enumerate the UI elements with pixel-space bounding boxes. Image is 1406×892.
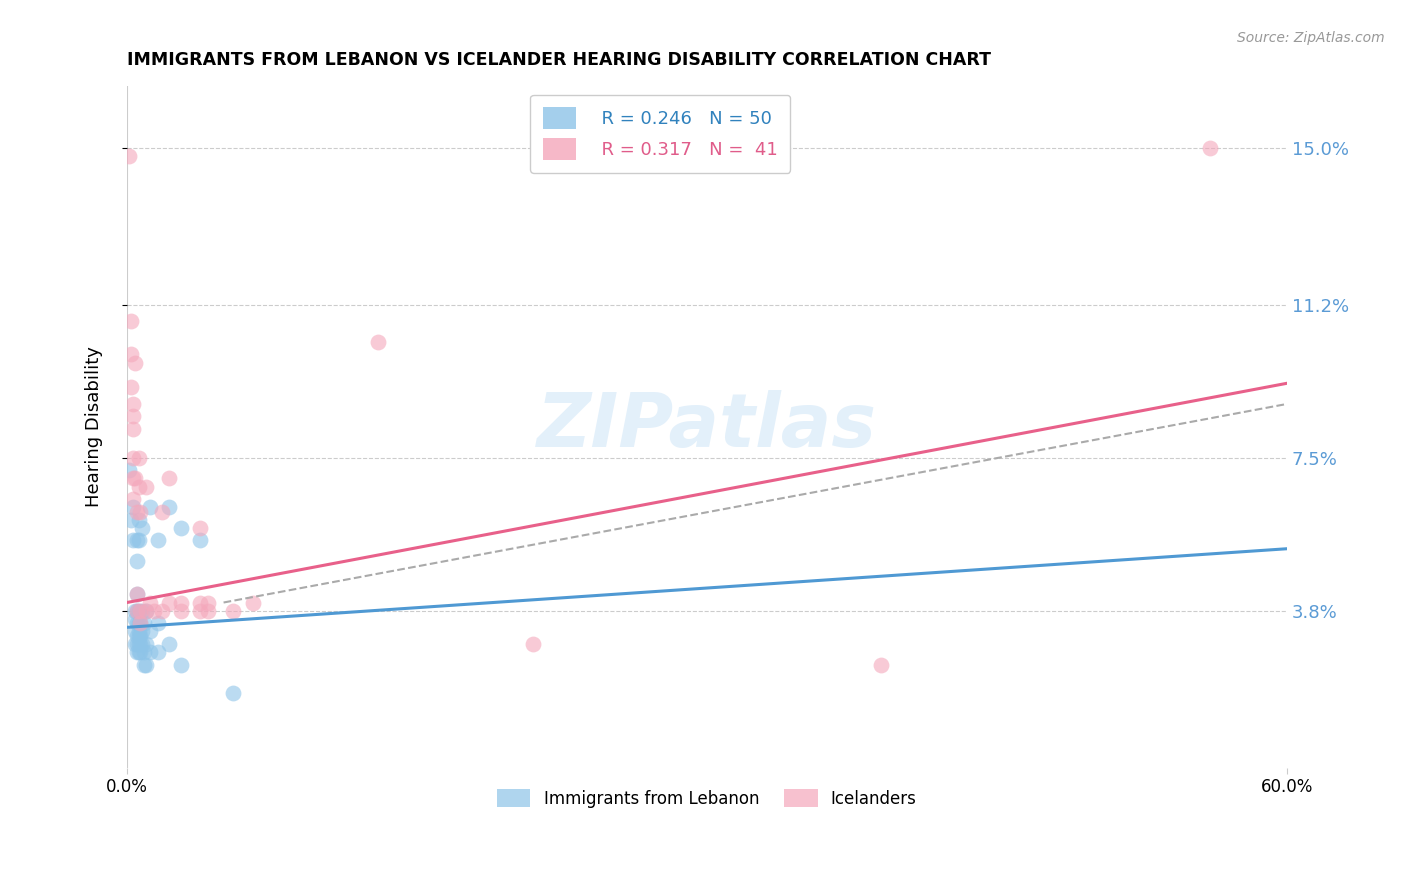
Point	[121, 492, 143, 507]
Point	[125, 504, 148, 518]
Point	[131, 604, 153, 618]
Point	[128, 480, 150, 494]
Point	[170, 521, 193, 535]
Point	[129, 629, 152, 643]
Point	[522, 637, 544, 651]
Point	[124, 624, 146, 639]
Point	[125, 554, 148, 568]
Point	[129, 616, 152, 631]
Point	[134, 657, 156, 672]
Point	[120, 380, 142, 394]
Point	[124, 471, 146, 485]
Text: Source: ZipAtlas.com: Source: ZipAtlas.com	[1237, 31, 1385, 45]
Point	[124, 637, 146, 651]
Point	[159, 595, 181, 609]
Point	[146, 645, 169, 659]
Point	[125, 616, 148, 631]
Point	[242, 595, 264, 609]
Point	[135, 604, 157, 618]
Point	[120, 347, 142, 361]
Point	[870, 657, 893, 672]
Point	[222, 604, 245, 618]
Point	[170, 604, 193, 618]
Point	[1198, 140, 1220, 154]
Point	[121, 450, 143, 465]
Point	[124, 356, 146, 370]
Point	[190, 595, 212, 609]
Point	[146, 533, 169, 548]
Point	[197, 604, 219, 618]
Point	[121, 422, 143, 436]
Point	[197, 595, 219, 609]
Point	[139, 645, 162, 659]
Point	[139, 624, 162, 639]
Point	[128, 533, 150, 548]
Point	[170, 595, 193, 609]
Point	[129, 637, 152, 651]
Y-axis label: Hearing Disability: Hearing Disability	[86, 346, 103, 508]
Point	[125, 604, 148, 618]
Point	[121, 471, 143, 485]
Text: ZIPatlas: ZIPatlas	[537, 390, 877, 463]
Point	[134, 645, 156, 659]
Point	[128, 629, 150, 643]
Point	[139, 500, 162, 515]
Point	[128, 450, 150, 465]
Point	[159, 471, 181, 485]
Point	[190, 533, 212, 548]
Text: IMMIGRANTS FROM LEBANON VS ICELANDER HEARING DISABILITY CORRELATION CHART: IMMIGRANTS FROM LEBANON VS ICELANDER HEA…	[127, 51, 991, 69]
Point	[121, 500, 143, 515]
Point	[131, 521, 153, 535]
Point	[124, 604, 146, 618]
Point	[125, 604, 148, 618]
Point	[150, 604, 173, 618]
Point	[128, 624, 150, 639]
Point	[135, 604, 157, 618]
Point	[131, 637, 153, 651]
Point	[143, 604, 166, 618]
Point	[190, 604, 212, 618]
Legend: Immigrants from Lebanon, Icelanders: Immigrants from Lebanon, Icelanders	[491, 782, 924, 814]
Point	[134, 616, 156, 631]
Point	[125, 629, 148, 643]
Point	[159, 637, 181, 651]
Point	[222, 686, 245, 700]
Point	[121, 533, 143, 548]
Point	[129, 616, 152, 631]
Point	[135, 657, 157, 672]
Point	[125, 637, 148, 651]
Point	[128, 616, 150, 631]
Point	[139, 595, 162, 609]
Point	[135, 637, 157, 651]
Point	[120, 513, 142, 527]
Point	[190, 521, 212, 535]
Point	[118, 149, 141, 163]
Point	[125, 587, 148, 601]
Point	[129, 645, 152, 659]
Point	[131, 624, 153, 639]
Point	[125, 533, 148, 548]
Point	[124, 612, 146, 626]
Point	[128, 645, 150, 659]
Point	[146, 616, 169, 631]
Point	[135, 480, 157, 494]
Point	[118, 463, 141, 477]
Point	[170, 657, 193, 672]
Point	[125, 645, 148, 659]
Point	[128, 513, 150, 527]
Point	[121, 397, 143, 411]
Point	[120, 314, 142, 328]
Point	[128, 637, 150, 651]
Point	[159, 500, 181, 515]
Point	[150, 504, 173, 518]
Point	[367, 334, 389, 349]
Point	[128, 604, 150, 618]
Point	[129, 604, 152, 618]
Point	[129, 504, 152, 518]
Point	[125, 587, 148, 601]
Point	[121, 409, 143, 424]
